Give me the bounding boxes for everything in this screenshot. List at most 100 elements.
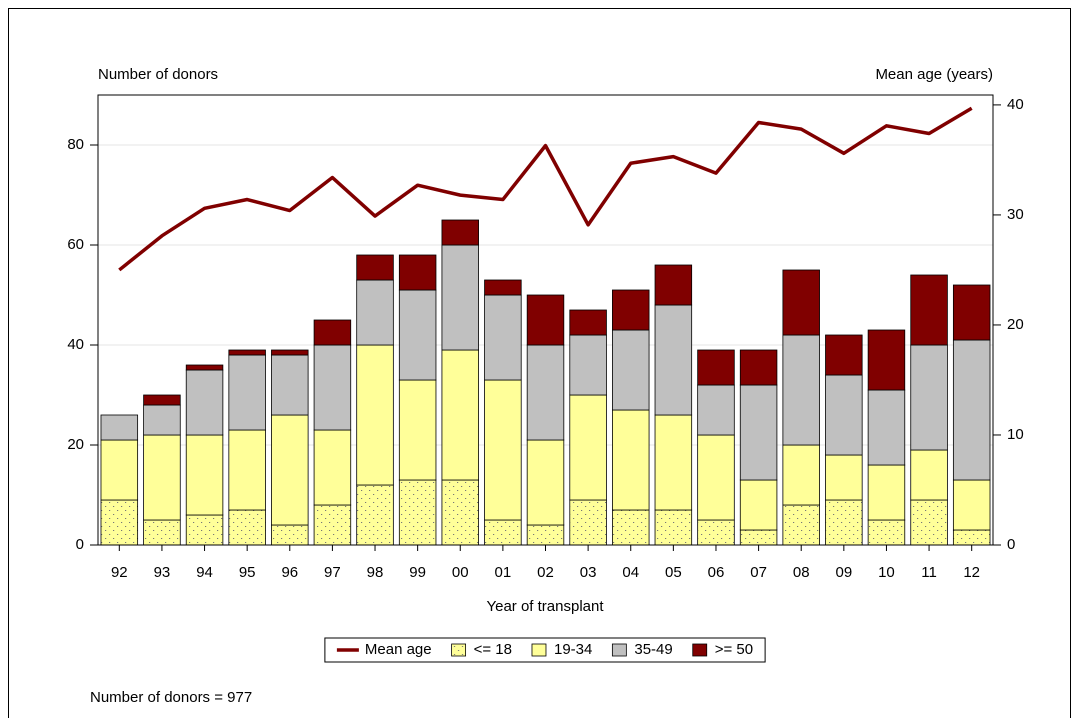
legend-swatch (611, 643, 627, 657)
bar-segment (697, 519, 735, 546)
bar-segment (739, 349, 778, 386)
y2-axis-title: Mean age (years) (875, 66, 993, 83)
legend-label: Mean age (365, 641, 432, 658)
legend-item: Mean age (336, 641, 432, 658)
bar-segment (313, 429, 352, 506)
bar-segment (356, 484, 394, 546)
bar-segment (398, 479, 437, 546)
x-axis-title: Year of transplant (486, 598, 604, 615)
bar-segment (782, 334, 820, 446)
bar-segment (185, 434, 224, 516)
bar-segment (612, 329, 650, 411)
y-tick-label: 0 (76, 536, 84, 553)
bar-segment (867, 389, 906, 466)
bar-segment (100, 414, 139, 441)
x-tick-label: 01 (495, 564, 512, 581)
x-tick-label: 03 (580, 564, 597, 581)
bar-segment (100, 439, 139, 501)
x-tick-label: 06 (708, 564, 725, 581)
bar-segment (143, 519, 181, 546)
bar-segment (526, 439, 565, 526)
bar-segment (441, 244, 479, 351)
x-tick-label: 08 (793, 564, 810, 581)
bar-segment (952, 529, 991, 546)
legend-label: <= 18 (474, 641, 512, 658)
bar-segment (271, 524, 309, 546)
bar-segment (910, 344, 948, 451)
y2-tick-label: 30 (1007, 206, 1024, 223)
bar-segment (398, 254, 437, 291)
x-tick-label: 05 (665, 564, 682, 581)
bar-segment (271, 354, 309, 416)
bar-segment (697, 434, 735, 521)
legend-label: >= 50 (715, 641, 753, 658)
bar-segment (228, 509, 266, 546)
bar-segment (185, 514, 224, 546)
legend-swatch (451, 643, 467, 657)
y-tick-label: 60 (67, 236, 84, 253)
bar-segment (143, 394, 181, 406)
x-tick-label: 10 (878, 564, 895, 581)
bar-segment (398, 289, 437, 381)
bar-segment (825, 374, 863, 456)
bar-segment (484, 379, 522, 521)
legend-item: 35-49 (611, 641, 673, 658)
bar-segment (782, 504, 820, 546)
legend-label: 35-49 (634, 641, 672, 658)
legend-item: >= 50 (692, 641, 753, 658)
bar-segment (952, 284, 991, 341)
y2-tick-label: 10 (1007, 426, 1024, 443)
x-tick-label: 09 (835, 564, 852, 581)
bar-segment (356, 279, 394, 346)
bar-segment (612, 289, 650, 331)
x-tick-label: 96 (281, 564, 298, 581)
y2-tick-label: 20 (1007, 316, 1024, 333)
bar-segment (697, 349, 735, 386)
bar-segment (825, 499, 863, 546)
bar-segment (356, 254, 394, 281)
footnote: Number of donors = 977 (90, 689, 252, 706)
x-tick-label: 92 (111, 564, 128, 581)
bar-segment (910, 499, 948, 546)
bar-segment (313, 319, 352, 346)
bar-segment (313, 344, 352, 431)
line-series (118, 106, 973, 272)
bar-segment (185, 369, 224, 436)
legend-swatch (692, 643, 708, 657)
legend-item: <= 18 (451, 641, 512, 658)
bar-segment (782, 269, 820, 336)
bar-segment (739, 529, 778, 546)
x-tick-label: 94 (196, 564, 213, 581)
bar-segment (867, 519, 906, 546)
bar-segment (867, 464, 906, 521)
plot-frame (97, 94, 994, 546)
bar-segment (569, 309, 607, 336)
y-axis-title: Number of donors (98, 66, 218, 83)
bar-segment (143, 404, 181, 436)
x-tick-label: 07 (750, 564, 767, 581)
bar-segment (398, 379, 437, 481)
bar-segment (100, 499, 139, 546)
bar-segment (313, 504, 352, 546)
bar-segment (484, 294, 522, 381)
bar-segment (441, 479, 479, 546)
bar-segment (228, 429, 266, 511)
x-tick-label: 00 (452, 564, 469, 581)
bar-segment (782, 444, 820, 506)
x-tick-label: 98 (367, 564, 384, 581)
bar-segment (441, 219, 479, 246)
bar-segment (228, 349, 266, 356)
frame (8, 8, 1071, 718)
bar-segment (356, 344, 394, 486)
x-tick-label: 93 (154, 564, 171, 581)
bar-segment (569, 334, 607, 396)
y2-tick-label: 40 (1007, 96, 1024, 113)
bar-segment (484, 279, 522, 296)
x-tick-label: 12 (963, 564, 980, 581)
bar-segment (952, 479, 991, 531)
x-tick-label: 95 (239, 564, 256, 581)
y2-tick-label: 0 (1007, 536, 1015, 553)
bar-segment (825, 454, 863, 501)
bar-segment (612, 409, 650, 511)
bar-segment (825, 334, 863, 376)
